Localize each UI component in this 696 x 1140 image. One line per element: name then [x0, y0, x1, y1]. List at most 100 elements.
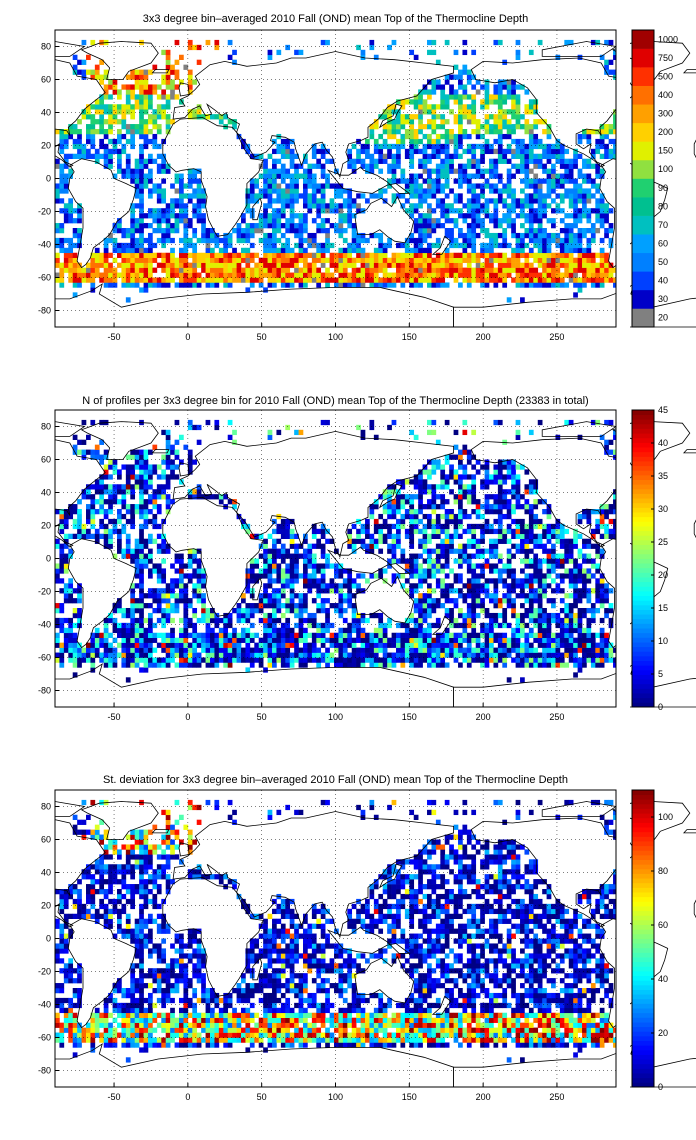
data-cell: [422, 153, 428, 159]
data-cell: [148, 652, 153, 658]
data-cell: [285, 652, 291, 658]
data-cell: [475, 553, 481, 559]
data-cell: [201, 568, 206, 574]
data-cell: [542, 277, 547, 283]
data-cell: [613, 54, 618, 60]
data-cell: [130, 133, 136, 140]
data-cell: [338, 262, 344, 268]
colorbar-segment: [632, 122, 654, 142]
data-cell: [431, 662, 437, 668]
data-cell: [125, 543, 131, 549]
data-cell: [466, 632, 472, 638]
data-cell: [276, 657, 282, 663]
data-cell: [502, 277, 508, 283]
data-cell: [245, 603, 251, 609]
data-cell: [90, 252, 96, 258]
data-cell: [347, 642, 353, 648]
data-cell: [400, 622, 406, 629]
data-cell: [139, 228, 144, 234]
data-cell: [183, 573, 189, 579]
data-cell: [316, 163, 322, 169]
data-cell: [232, 228, 237, 234]
data-cell: [152, 158, 158, 164]
data-cell: [542, 252, 547, 258]
data-cell: [130, 143, 136, 150]
data-cell: [449, 647, 454, 653]
data-cell: [444, 104, 450, 110]
data-cell: [613, 153, 618, 159]
data-cell: [121, 262, 127, 268]
data-cell: [604, 642, 609, 648]
data-cell: [55, 642, 60, 648]
data-cell: [484, 84, 490, 90]
data-cell: [435, 553, 441, 559]
data-cell: [156, 642, 162, 648]
data-cell: [444, 218, 450, 224]
data-cell: [493, 257, 499, 263]
data-cell: [179, 647, 184, 653]
data-cell: [502, 257, 508, 263]
data-cell: [440, 104, 446, 110]
data-cell: [480, 598, 485, 604]
data-cell: [586, 647, 592, 653]
data-cell: [524, 647, 530, 653]
data-cell: [400, 124, 406, 130]
data-cell: [497, 143, 503, 150]
data-cell: [537, 612, 543, 619]
data-cell: [595, 568, 601, 574]
data-cell: [440, 188, 446, 194]
data-cell: [542, 153, 547, 159]
data-cell: [502, 232, 508, 239]
data-cell: [130, 213, 136, 219]
data-cell: [568, 612, 574, 619]
coastline: [0, 283, 455, 328]
data-cell: [245, 193, 251, 199]
data-cell: [289, 272, 295, 278]
data-cell: [121, 608, 127, 614]
data-cell: [267, 598, 273, 604]
data-cell: [484, 232, 490, 239]
data-cell: [311, 637, 317, 643]
data-cell: [400, 267, 406, 273]
data-cell: [524, 583, 530, 589]
data-cell: [143, 637, 149, 643]
data-cell: [418, 662, 423, 668]
data-cell: [489, 657, 494, 663]
data-cell: [497, 94, 503, 100]
data-cell: [143, 642, 149, 648]
data-cell: [396, 272, 401, 278]
data-cell: [161, 228, 167, 234]
data-cell: [320, 193, 326, 199]
data-cell: [117, 608, 122, 614]
data-cell: [480, 158, 485, 164]
data-cell: [139, 232, 144, 239]
data-cell: [152, 563, 158, 569]
data-cell: [334, 193, 339, 199]
data-cell: [577, 247, 583, 254]
data-cell: [130, 583, 136, 589]
data-cell: [466, 277, 472, 283]
data-cell: [546, 232, 552, 239]
data-cell: [289, 153, 295, 159]
data-cell: [117, 89, 122, 95]
data-cell: [396, 114, 401, 120]
data-cell: [360, 158, 366, 164]
data-cell: [134, 69, 140, 75]
data-cell: [440, 114, 446, 120]
data-cell: [608, 59, 614, 65]
data-cell: [471, 257, 477, 263]
data-cell: [148, 237, 153, 244]
data-cell: [480, 622, 485, 629]
data-cell: [604, 208, 609, 214]
data-cell: [489, 143, 494, 150]
data-cell: [320, 208, 326, 214]
data-cell: [117, 119, 122, 125]
data-cell: [121, 228, 127, 234]
data-cell: [267, 168, 273, 174]
data-cell: [329, 563, 335, 569]
data-cell: [604, 267, 609, 273]
data-cell: [165, 257, 171, 263]
data-cell: [152, 133, 158, 140]
data-cell: [307, 267, 313, 273]
data-cell: [311, 617, 317, 624]
